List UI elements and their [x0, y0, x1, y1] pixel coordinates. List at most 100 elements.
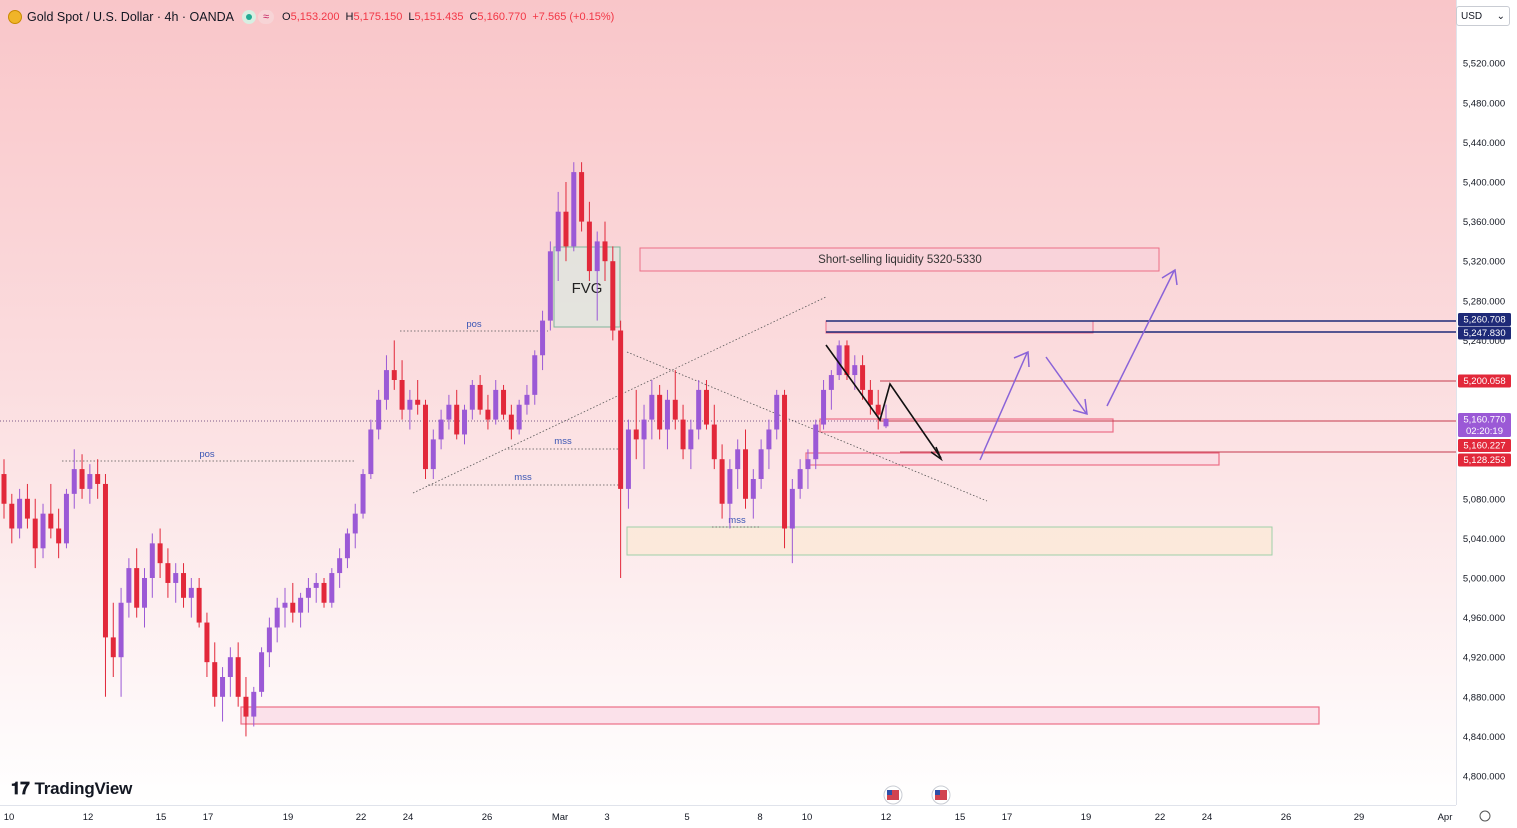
y-tick-label: 5,480.000 — [1463, 98, 1505, 109]
currency-select[interactable]: USD ⌄ — [1456, 6, 1510, 26]
candle-body — [860, 365, 866, 390]
liquidity-zone — [639, 247, 1160, 272]
candle — [508, 404, 514, 440]
candle — [9, 493, 15, 544]
candle — [532, 350, 538, 405]
candle-body — [485, 409, 491, 420]
candle-body — [821, 389, 827, 425]
ohlc-change: +7.565 (+0.15%) — [532, 11, 615, 23]
arrow-up-1 — [979, 352, 1028, 461]
candle — [477, 375, 483, 415]
candle-body — [540, 320, 546, 356]
candle — [805, 449, 811, 489]
market-open-icon[interactable] — [242, 10, 257, 24]
economic-event-icon-canton — [887, 790, 892, 795]
candle-body — [87, 474, 93, 489]
arrow-up-2 — [1106, 270, 1175, 407]
candle — [71, 449, 77, 509]
candle-body — [501, 389, 507, 415]
candle-body — [586, 221, 592, 272]
candle-body — [430, 439, 436, 470]
candle-body — [844, 345, 850, 376]
x-tick-label: 10 — [4, 812, 15, 823]
candle-body — [235, 657, 241, 697]
candle — [516, 399, 522, 435]
candle-body — [633, 429, 639, 440]
candle-body — [391, 370, 397, 380]
candle — [711, 404, 717, 470]
price-label-box — [1458, 313, 1511, 326]
price-label-text: 5,200.058 — [1463, 376, 1505, 387]
entry-zone — [819, 418, 1114, 433]
price-label-box — [1458, 374, 1511, 388]
candle — [63, 488, 69, 549]
candle — [376, 389, 382, 440]
candle — [649, 380, 655, 440]
candle — [875, 389, 881, 430]
wave-icon[interactable]: ≈ — [258, 10, 275, 24]
candle — [540, 310, 546, 371]
candle — [547, 241, 553, 331]
candle-body — [212, 662, 218, 697]
candle-body — [680, 419, 686, 450]
candle-body — [672, 399, 678, 420]
x-tick-label: 12 — [83, 812, 94, 823]
ohlc-open: O5,153.200 — [282, 11, 340, 23]
arrow-up-2-head — [1161, 268, 1178, 286]
candle — [485, 394, 491, 430]
candle-body — [149, 543, 155, 578]
candle — [40, 503, 46, 559]
candle-body — [805, 459, 811, 470]
candle — [17, 488, 23, 539]
candle-body — [711, 424, 717, 460]
candle — [259, 647, 265, 697]
candle-body — [227, 657, 233, 677]
candle-body — [9, 503, 15, 529]
candle-body — [516, 404, 522, 430]
candle — [438, 409, 444, 450]
candle — [633, 389, 639, 460]
candle-body — [789, 488, 795, 529]
candle-body — [555, 211, 561, 252]
candle — [641, 404, 647, 470]
candle-body — [532, 355, 538, 395]
candle-body — [157, 543, 163, 564]
candle-body — [165, 563, 171, 583]
candle-body — [329, 573, 335, 603]
y-tick-label: 5,040.000 — [1463, 534, 1505, 545]
candle-body — [220, 677, 226, 697]
logo-text: TradingView — [34, 779, 133, 798]
candle — [680, 404, 686, 460]
candle — [95, 459, 101, 499]
candle — [407, 389, 413, 430]
candle-body — [696, 389, 702, 430]
candle-body — [774, 394, 780, 430]
candle-body — [17, 498, 23, 529]
candle-body — [126, 568, 132, 603]
candle-body — [703, 389, 709, 425]
candle — [571, 162, 577, 252]
candle-body — [290, 602, 296, 613]
candle — [251, 686, 257, 727]
candle-body — [71, 469, 77, 494]
candle — [149, 533, 155, 598]
pos-label-upper: pos — [466, 319, 482, 330]
ohlc-low: L5,151.435 — [408, 11, 464, 23]
y-tick-label: 5,520.000 — [1463, 59, 1505, 70]
candle — [696, 380, 702, 440]
candle — [227, 647, 233, 697]
candle — [110, 602, 116, 677]
settings-gear-icon — [1479, 810, 1491, 822]
price-label-text: 5,260.708 — [1463, 315, 1505, 326]
candle-body — [344, 533, 350, 559]
x-tick-label: 3 — [604, 812, 609, 823]
lower-zone — [805, 452, 1220, 466]
x-tick-label: 29 — [1354, 812, 1365, 823]
candle-body — [337, 558, 343, 574]
candle-body — [24, 498, 30, 519]
candle-body — [181, 573, 187, 598]
symbol-title[interactable]: Gold Spot / U.S. Dollar · 4h · OANDA — [27, 10, 235, 24]
arrow-up-1-head — [1013, 350, 1030, 368]
tradingview-logo[interactable]: 𝟏𝟕 TradingView — [11, 779, 132, 799]
